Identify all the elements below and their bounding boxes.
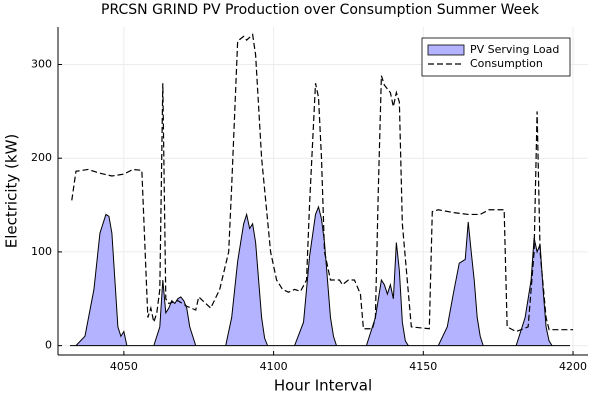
x-tick-label: 4100 — [260, 360, 288, 373]
y-tick-label: 200 — [31, 151, 52, 164]
chart-title: PRCSN GRIND PV Production over Consumpti… — [101, 2, 540, 18]
y-axis-label: Electricity (kW) — [3, 134, 21, 249]
area — [69, 205, 571, 347]
legend-label: Consumption — [470, 57, 543, 70]
legend-box — [421, 37, 571, 77]
y-tick-label: 0 — [45, 339, 52, 352]
y-tick-label: 300 — [31, 57, 52, 70]
legend-swatch — [427, 44, 465, 56]
x-axis-label: Hour Interval — [274, 377, 372, 395]
line — [71, 33, 574, 333]
x-tick-label: 4200 — [559, 360, 587, 373]
legend-label: PV Serving Load — [470, 43, 559, 56]
y-tick-label: 100 — [31, 245, 52, 258]
x-tick-label: 4050 — [110, 360, 138, 373]
x-tick-label: 4150 — [409, 360, 437, 373]
